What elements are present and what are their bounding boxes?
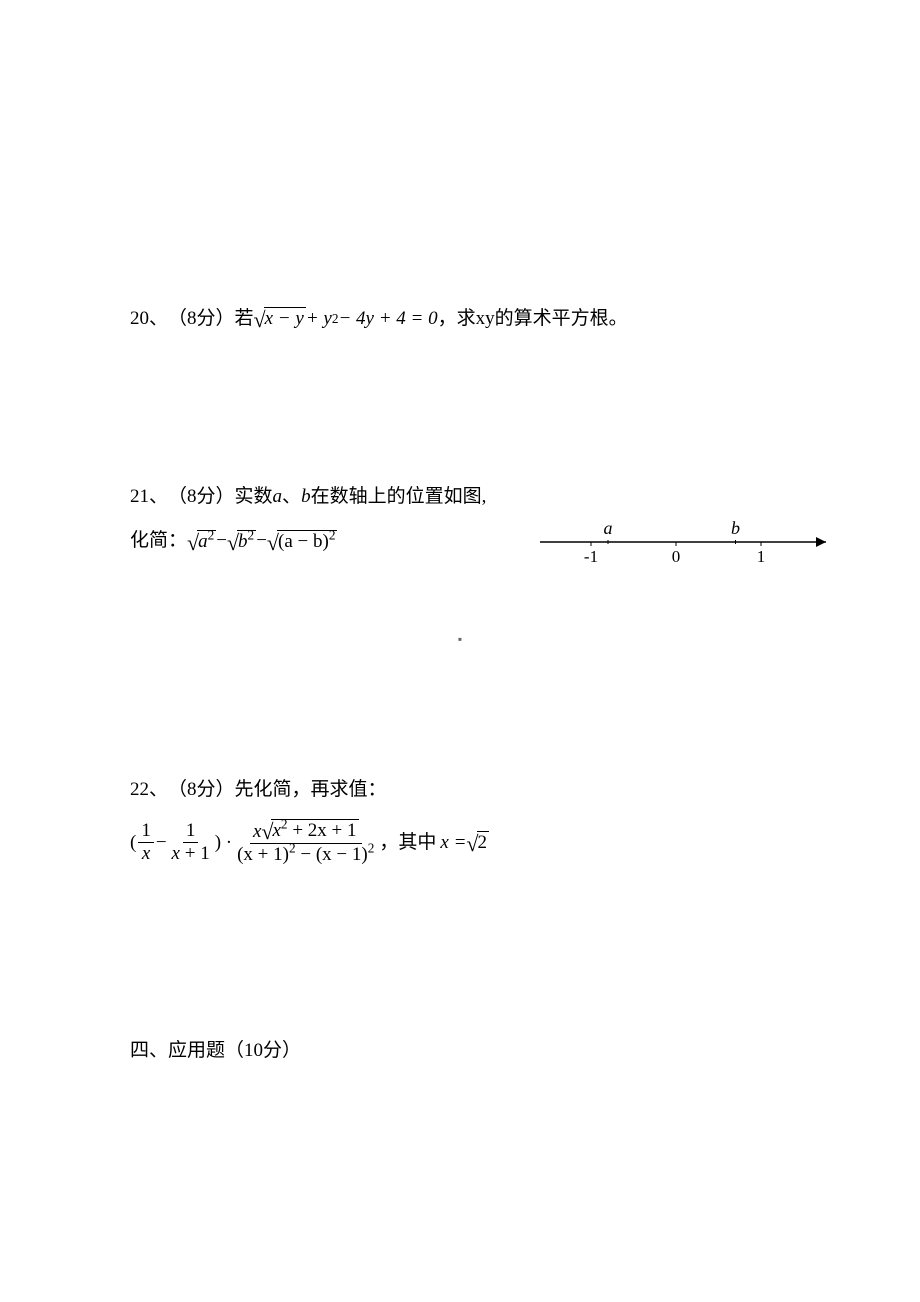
q22-f3-den: (x + 1)2 − (x − 1)2: [234, 844, 377, 866]
section-4-label: 四、应用题（10分）: [130, 1040, 301, 1061]
q22-where-label: ，其中: [379, 828, 436, 858]
sqrt-a2: √ a2: [187, 530, 216, 554]
q20-prefix: 若: [235, 304, 254, 334]
q22-f3-rad-exp: 2: [281, 817, 288, 832]
q22-f2-den-post: + 1: [180, 843, 210, 864]
sqrt-x2-2x-1: √x2 + 2x + 1: [261, 819, 358, 843]
q21-text-a: 实数: [235, 482, 273, 512]
q20-points: （8分）: [168, 304, 235, 334]
q21-t1: a: [198, 531, 208, 552]
problem-20: 20、 （8分） 若 √ x − y + y2 − 4y + 4 = 0 ，求x…: [130, 304, 790, 334]
sqrt-ab2: √ (a − b)2: [267, 530, 338, 554]
problem-20-line: 20、 （8分） 若 √ x − y + y2 − 4y + 4 = 0 ，求x…: [130, 304, 790, 334]
q20-tail: ，求xy的算术平方根。: [438, 304, 628, 334]
sqrt-expr: √ x − y: [254, 307, 306, 331]
svg-text:a: a: [604, 520, 613, 538]
sqrt-2: √ 2: [466, 831, 489, 855]
q21-text-b: 在数轴上的位置如图,: [311, 482, 487, 512]
q22-f3-den-exp2: 2: [368, 841, 375, 856]
q21-t3-exp: 2: [329, 527, 336, 542]
problem-22-line1: 22、 （8分） 先化简，再求值：: [130, 775, 790, 805]
q20-number: 20、: [130, 304, 168, 334]
q21-op1: −: [216, 526, 227, 556]
svg-text:0: 0: [672, 547, 681, 566]
radical-icon: √: [261, 821, 273, 843]
frac-1-over-x-plus-1: 1 x + 1: [169, 820, 213, 865]
sqrt-b2: √ b2: [227, 530, 256, 554]
q21-points: （8分）: [168, 482, 235, 512]
q20-after-sqrt: + y: [306, 304, 332, 334]
q21-var-a: a: [273, 482, 283, 512]
page: 20、 （8分） 若 √ x − y + y2 − 4y + 4 = 0 ，求x…: [0, 0, 920, 1302]
q21-t2-exp: 2: [248, 527, 255, 542]
frac-1-over-x: 1 x: [138, 820, 154, 865]
svg-text:-1: -1: [584, 547, 598, 566]
q20-mid: − 4y + 4 = 0: [338, 304, 437, 334]
frac-main: x√x2 + 2x + 1 (x + 1)2 − (x − 1)2: [234, 819, 377, 866]
radical-icon: √: [466, 833, 478, 855]
q21-number: 21、: [130, 482, 168, 512]
number-line-diagram: -1 0 1 a b: [530, 520, 830, 570]
q21-simplify-label: 化简：: [130, 526, 187, 556]
center-marker: ▪: [0, 630, 920, 649]
q22-f3-den1: (x + 1): [237, 844, 289, 865]
q22-f2-num: 1: [183, 820, 199, 843]
svg-text:1: 1: [757, 547, 766, 566]
q21-t1-exp: 2: [208, 527, 215, 542]
q22-number: 22、: [130, 775, 168, 805]
q22-paren-close: ) ·: [215, 828, 232, 858]
problem-22-expr: ( 1 x − 1 x + 1 ) · x√x2 + 2x + 1 (x + 1…: [130, 819, 790, 866]
q22-paren-open: (: [130, 828, 136, 858]
q21-t3: (a − b): [278, 531, 329, 552]
q22-f1-den: x: [142, 843, 150, 864]
radical-icon: √: [267, 532, 279, 554]
q21-sep: 、: [282, 482, 301, 512]
q22-f3-num: x√x2 + 2x + 1: [250, 819, 362, 844]
q20-radicand: x − y: [265, 308, 304, 329]
svg-text:b: b: [731, 520, 740, 538]
radical-icon: √: [187, 532, 199, 554]
radical-icon: √: [227, 532, 239, 554]
radical-icon: √: [254, 309, 266, 331]
q21-var-b: b: [301, 482, 311, 512]
q22-f3-den-exp1: 2: [289, 841, 296, 856]
q22-f3-rad-post: + 2x + 1: [288, 820, 357, 841]
q22-f3-num-pre: x: [253, 821, 261, 842]
section-4-heading: 四、应用题（10分）: [130, 1036, 790, 1066]
q21-op2: −: [256, 526, 267, 556]
q22-f3-den-mid: − (x − 1): [296, 844, 368, 865]
problem-21-line1: 21、 （8分） 实数 a 、 b 在数轴上的位置如图,: [130, 482, 790, 512]
problem-21: 21、 （8分） 实数 a 、 b 在数轴上的位置如图, 化简： √ a2 − …: [130, 482, 790, 557]
q22-f1-num: 1: [138, 820, 154, 843]
q22-op1: −: [156, 828, 167, 858]
q22-points: （8分）: [168, 775, 235, 805]
q22-text: 先化简，再求值：: [235, 775, 387, 805]
q22-f3-rad-pre: x: [272, 820, 280, 841]
problem-22: 22、 （8分） 先化简，再求值： ( 1 x − 1 x + 1 ) · x√…: [130, 775, 790, 866]
q22-f2-den-pre: x: [172, 843, 180, 864]
q22-where-var: x =: [440, 828, 466, 858]
q21-t2: b: [238, 531, 248, 552]
